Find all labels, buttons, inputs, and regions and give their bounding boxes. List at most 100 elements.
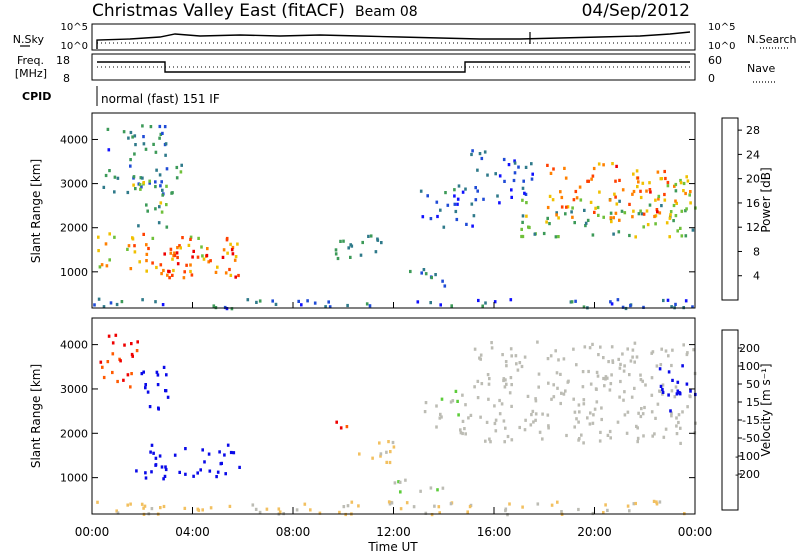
power-cell (421, 215, 425, 219)
velocity-cell (508, 502, 511, 506)
velocity-cell (500, 402, 504, 406)
velocity-cell (618, 366, 622, 370)
freq-trace (97, 61, 690, 73)
power-cell (617, 230, 621, 234)
velocity-cell (207, 452, 211, 456)
power-cell (127, 244, 131, 248)
power-cell (496, 194, 499, 198)
velocity-cell (371, 456, 374, 460)
velocity-cell (631, 355, 634, 359)
power-cell (139, 187, 142, 191)
velocity-cell (618, 395, 621, 399)
velocity-cell (629, 359, 633, 363)
power-cell (664, 176, 667, 181)
power-cell (674, 189, 678, 193)
velocity-cell (607, 360, 610, 364)
velocity-ylabel: Slant Range [km] (29, 364, 43, 468)
power-cell (611, 162, 614, 166)
power-cell (480, 156, 484, 161)
power-cell (93, 303, 96, 307)
power-cell (187, 243, 191, 247)
power-cell (674, 214, 678, 218)
power-cell (145, 203, 148, 207)
velocity-cell (658, 367, 662, 371)
power-cell (596, 205, 600, 210)
velocity-cell (436, 488, 439, 492)
velocity-cell (686, 405, 689, 409)
velocity-cell (604, 503, 607, 507)
power-cell (586, 218, 590, 222)
power-cell (159, 132, 163, 136)
power-cell (131, 135, 134, 139)
power-cell (145, 243, 148, 247)
power-cell (623, 211, 627, 215)
velocity-cell (562, 392, 566, 396)
power-cell (145, 259, 148, 263)
power-cell (560, 205, 564, 209)
velocity-cell (600, 406, 603, 410)
velocity-cell (619, 362, 622, 366)
power-cell (109, 301, 113, 305)
velocity-cell (675, 392, 679, 396)
velocity-cell (603, 384, 606, 388)
velocity-cell (671, 348, 674, 352)
power-cell (510, 188, 513, 192)
power-cell (222, 248, 226, 252)
velocity-cell (503, 385, 507, 389)
velocity-cell (621, 352, 624, 356)
velocity-cell (609, 382, 613, 386)
velocity-cell (165, 373, 168, 377)
velocity-cell (685, 382, 689, 386)
power-cell (657, 197, 660, 201)
velocity-cell (670, 411, 673, 415)
velocity-cell (129, 385, 132, 389)
power-cell (104, 173, 108, 178)
velocity-cell (626, 504, 630, 508)
velocity-cell (598, 439, 602, 443)
freq-label: Freq. (17, 54, 44, 67)
velocity-cell (575, 417, 578, 421)
power-cell (160, 180, 163, 184)
power-cell (436, 214, 439, 219)
velocity-cell (412, 505, 416, 509)
velocity-cell (163, 474, 167, 478)
power-cell (161, 131, 164, 135)
power-cell (609, 216, 613, 220)
power-cell (589, 200, 593, 204)
power-cell (684, 191, 687, 196)
freq-strip: Freq. [MHz] 18 8 60 0 Nave (15, 53, 775, 85)
power-cell (464, 187, 467, 191)
power-cell (361, 240, 364, 245)
power-cell (461, 190, 465, 194)
velocity-cell (459, 431, 463, 435)
power-cell (105, 264, 109, 268)
power-cell (430, 276, 433, 280)
velocity-cell (506, 434, 510, 439)
power-cell (586, 179, 589, 183)
power-cell (165, 203, 168, 207)
velocity-cell (226, 443, 230, 447)
power-cell (666, 184, 670, 188)
velocity-cell (140, 372, 144, 376)
power-cell (494, 172, 497, 176)
velocity-cell (398, 480, 402, 484)
power-cell (513, 161, 517, 165)
velocity-cell (606, 433, 610, 437)
velocity-cell (604, 375, 608, 379)
velocity-cell (636, 440, 639, 444)
velocity-cell (503, 440, 506, 444)
power-cell (192, 249, 195, 253)
power-cell (660, 204, 663, 208)
velocity-cell (547, 381, 550, 385)
power-cell (546, 205, 550, 210)
power-cell (113, 235, 116, 239)
power-colorbar-tick: 16 (746, 197, 760, 210)
velocity-cell (150, 507, 154, 511)
power-cell (167, 269, 170, 273)
power-cell (564, 212, 567, 216)
velocity-cell (677, 413, 681, 417)
velocity-cell (486, 373, 490, 377)
power-cell (142, 232, 145, 236)
power-cell (591, 233, 595, 237)
velocity-cell (149, 450, 152, 454)
